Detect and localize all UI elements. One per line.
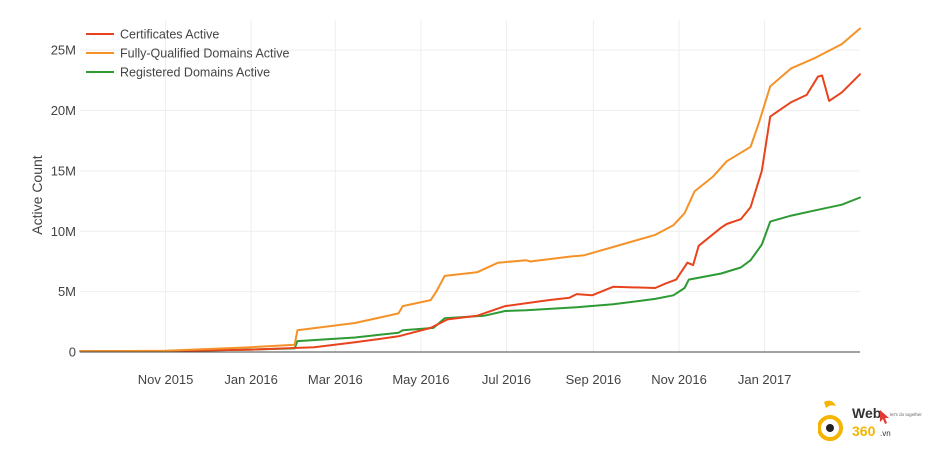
logo-tagline: let's do together xyxy=(890,412,922,417)
axis-layer: Nov 2015 Jan 2016 Mar 2016 May 2016 Jul 2016… xyxy=(51,43,860,387)
x-tick-label: Jan 2016 xyxy=(224,372,278,387)
legend-item[interactable]: Registered Domains Active xyxy=(86,66,270,80)
legend-label: Registered Domains Active xyxy=(120,66,270,80)
series-line-certificates-active[interactable] xyxy=(79,73,861,353)
y-tick-label: 10M xyxy=(51,224,76,239)
series-line-registered-domains-active[interactable] xyxy=(79,196,861,353)
x-tick-label: Nov 2016 xyxy=(651,372,707,387)
y-tick-label: 25M xyxy=(51,43,76,58)
x-tick-label: Nov 2015 xyxy=(138,372,194,387)
legend-item[interactable]: Fully-Qualified Domains Active xyxy=(86,47,290,61)
x-tick-label: May 2016 xyxy=(392,372,449,387)
logo-number-text: 360 xyxy=(852,423,876,439)
x-tick-label: Sep 2016 xyxy=(566,372,622,387)
y-tick-label: 0 xyxy=(69,345,76,360)
y-tick-label: 20M xyxy=(51,103,76,118)
legend-item[interactable]: Certificates Active xyxy=(86,28,219,42)
series-line-fully-qualified-domains-active[interactable] xyxy=(79,27,861,353)
grid-layer xyxy=(80,20,860,352)
legend-label: Certificates Active xyxy=(120,28,219,42)
x-tick-label: Jan 2017 xyxy=(738,372,792,387)
logo-brand-text: Web xyxy=(852,405,881,421)
web360-logo-mark-icon xyxy=(817,400,843,441)
legend-label: Fully-Qualified Domains Active xyxy=(120,47,290,61)
y-axis-title: Active Count xyxy=(29,155,45,234)
logo-domain-suffix: .vn xyxy=(880,429,891,438)
legend[interactable]: Certificates Active Fully-Qualified Domai… xyxy=(86,28,290,80)
y-tick-label: 5M xyxy=(58,284,76,299)
x-tick-label: Jul 2016 xyxy=(482,372,531,387)
y-tick-label: 15M xyxy=(51,163,76,178)
web360-watermark-logo: Web 360 .vn let's do together xyxy=(817,396,936,446)
series-layer xyxy=(79,27,861,353)
x-tick-label: Mar 2016 xyxy=(308,372,363,387)
cursor-icon xyxy=(880,410,889,424)
